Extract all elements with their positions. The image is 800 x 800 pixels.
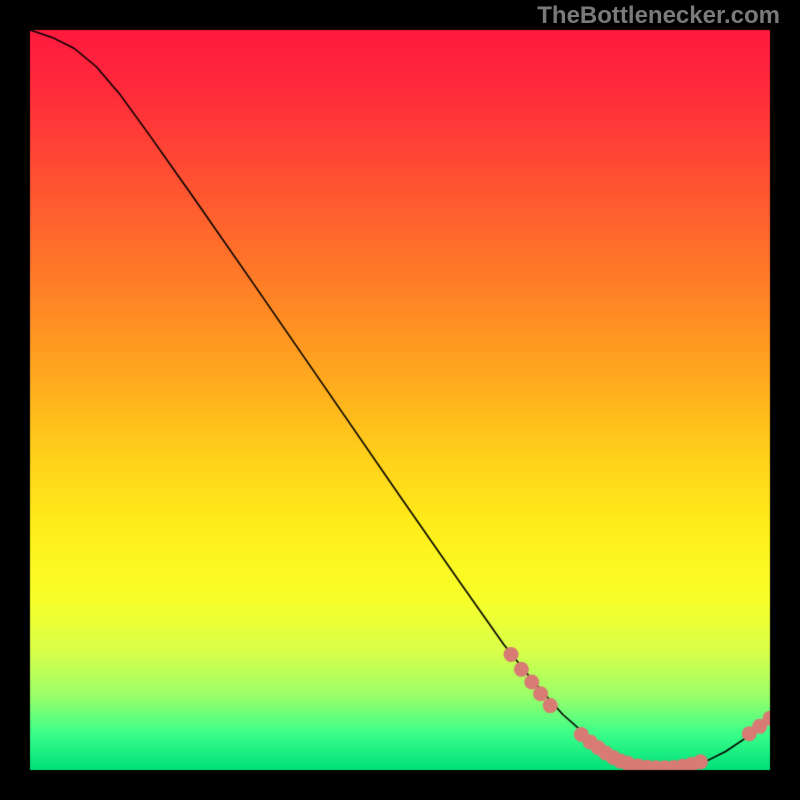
bottleneck-chart — [0, 0, 800, 800]
